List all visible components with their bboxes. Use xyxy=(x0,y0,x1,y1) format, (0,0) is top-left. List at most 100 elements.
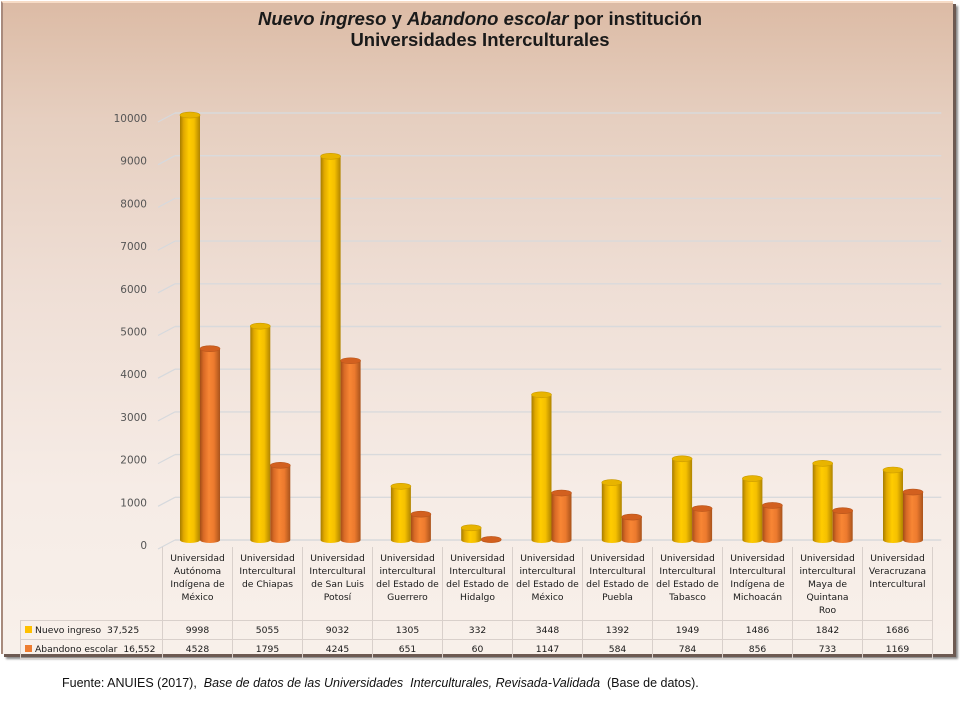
bar-abandono-escolar xyxy=(551,489,572,543)
bar-abandono-escolar-top xyxy=(762,502,783,509)
table-cell-value: 784 xyxy=(652,639,723,659)
table-cell-value: 1795 xyxy=(232,639,303,659)
bar-abandono-escolar-body xyxy=(410,514,431,543)
bar-nuevo-ingreso-body xyxy=(672,458,693,543)
y-tick-label: 0 xyxy=(140,540,147,552)
bar-nuevo-ingreso-top xyxy=(812,460,834,467)
gridline-diagonal xyxy=(157,240,176,251)
bar-abandono-escolar xyxy=(410,510,432,543)
legend-abandono-escolar: Abandono escolar 16,552 xyxy=(20,639,163,659)
bar-nuevo-ingreso-body xyxy=(531,394,552,543)
bar-nuevo-ingreso-top xyxy=(179,111,201,119)
gridline-diagonal xyxy=(157,325,176,337)
bar-abandono-escolar-top xyxy=(340,357,361,365)
series-row-abandono-escolar: Abandono escolar 16,552 4528 1795 4245 651 6… xyxy=(20,639,933,659)
category-label: Universidad Intercultural de San Luis Potos… xyxy=(302,547,373,621)
bar-abandono-escolar xyxy=(762,502,783,543)
bar-nuevo-ingreso-top xyxy=(531,391,552,399)
bar-abandono-escolar-top xyxy=(269,462,291,469)
chart-title-line2: Universidades Interculturales xyxy=(350,29,610,50)
bar-abandono-escolar-body xyxy=(551,493,572,543)
title-y: y xyxy=(386,8,408,29)
category-label: Universidad intercultural del Estado de Gue… xyxy=(372,547,443,621)
table-cell-value: 733 xyxy=(792,639,863,659)
legend-swatch-abandono-escolar xyxy=(25,644,32,652)
bar-abandono-escolar-body xyxy=(692,508,713,543)
source-prefix: Fuente: ANUIES (2017), xyxy=(62,676,204,690)
table-cell-value: 856 xyxy=(722,639,793,659)
bar-nuevo-ingreso-body xyxy=(320,156,341,543)
table-cell-value: 584 xyxy=(582,639,653,659)
y-tick-label: 9000 xyxy=(120,156,147,168)
y-tick-label: 7000 xyxy=(120,241,147,253)
table-corner xyxy=(20,547,163,621)
category-label: Universidad Intercultural Indígena de Micho… xyxy=(722,547,793,621)
legend-swatch-nuevo-ingreso xyxy=(25,625,32,633)
bar-abandono-escolar xyxy=(832,507,854,543)
bar-nuevo-ingreso-top xyxy=(249,322,271,330)
bar-nuevo-ingreso xyxy=(320,153,341,543)
bar-nuevo-ingreso xyxy=(179,111,201,544)
chart-frame xyxy=(1,1,953,654)
legend-total: 37,525 xyxy=(107,624,140,636)
bar-nuevo-ingreso xyxy=(249,322,271,543)
table-cell-value: 1169 xyxy=(862,639,933,659)
bar-nuevo-ingreso xyxy=(742,475,763,543)
bar-nuevo-ingreso-body xyxy=(601,482,622,543)
bar-abandono-escolar-top xyxy=(621,513,643,521)
bars xyxy=(179,111,924,544)
bar-nuevo-ingreso xyxy=(390,482,412,543)
table-cell-value: 1305 xyxy=(372,620,443,640)
table-cell-value: 1949 xyxy=(652,620,723,640)
table-cell-value: 4528 xyxy=(162,639,233,659)
source-note: Fuente: ANUIES (2017), Base de datos de … xyxy=(62,676,699,690)
bar-abandono-escolar-body xyxy=(270,465,291,543)
bar-abandono-escolar xyxy=(199,345,221,543)
bar-nuevo-ingreso xyxy=(460,524,482,543)
title-abandono-escolar: Abandono escolar xyxy=(407,8,569,29)
y-axis-ticks: 0 1000 2000 3000 4000 5000 6000 7000 8000 9000 100… xyxy=(114,113,147,552)
bar-nuevo-ingreso-top xyxy=(671,455,693,463)
bar-nuevo-ingreso xyxy=(671,455,693,543)
category-label: Universidad Intercultural del Estado de Pue… xyxy=(582,547,653,621)
bar-nuevo-ingreso-top xyxy=(742,475,763,482)
bar-abandono-escolar-body xyxy=(621,517,642,543)
table-cell-value: 60 xyxy=(442,639,513,659)
table-cell-value: 4245 xyxy=(302,639,373,659)
category-label: Universidad Intercultural de Chiapas xyxy=(232,547,303,621)
data-table: Universidad Autónoma Indígena de México Univ… xyxy=(20,547,933,659)
y-tick-label: 1000 xyxy=(120,497,147,509)
bar-abandono-escolar-body xyxy=(832,510,853,543)
category-header-row: Universidad Autónoma Indígena de México Univ… xyxy=(20,547,933,621)
bar-nuevo-ingreso xyxy=(812,460,834,543)
y-tick-label: 2000 xyxy=(120,455,147,467)
table-cell-value: 5055 xyxy=(232,620,303,640)
bar-nuevo-ingreso-top xyxy=(320,153,341,160)
bar-abandono-escolar-body xyxy=(200,348,220,543)
legend-label: Abandono escolar xyxy=(35,643,118,655)
chart-title-line1: Nuevo ingreso y Abandono escolar por ins… xyxy=(0,8,960,29)
y-tick-label: 6000 xyxy=(120,284,147,296)
table-cell-value: 1147 xyxy=(512,639,583,659)
bar-abandono-escolar-top xyxy=(902,488,924,496)
gridline-diagonal xyxy=(157,197,176,208)
bar-nuevo-ingreso-body xyxy=(883,470,903,543)
bar-nuevo-ingreso-body xyxy=(742,478,763,543)
bar-nuevo-ingreso-top xyxy=(601,479,623,486)
table-cell-value: 1842 xyxy=(792,620,863,640)
legend-nuevo-ingreso: Nuevo ingreso 37,525 xyxy=(20,620,163,640)
title-nuevo-ingreso: Nuevo ingreso xyxy=(257,8,387,29)
gridline-diagonal xyxy=(157,283,176,294)
bar-nuevo-ingreso-top xyxy=(390,482,412,490)
category-label: Universidad intercultural del Estado de Méx… xyxy=(512,547,583,621)
bar-abandono-escolar-top xyxy=(480,536,502,543)
bar-nuevo-ingreso-body xyxy=(461,527,482,543)
chart-title: Nuevo ingreso y Abandono escolar por ins… xyxy=(0,8,960,50)
bar-abandono-escolar xyxy=(902,488,924,543)
bar-abandono-escolar xyxy=(340,357,361,543)
legend-total: 16,552 xyxy=(123,643,156,655)
gridline-diagonal xyxy=(157,411,176,422)
bar-abandono-escolar xyxy=(269,462,291,543)
gridline-diagonal xyxy=(157,454,176,465)
bar-abandono-escolar xyxy=(480,536,502,543)
